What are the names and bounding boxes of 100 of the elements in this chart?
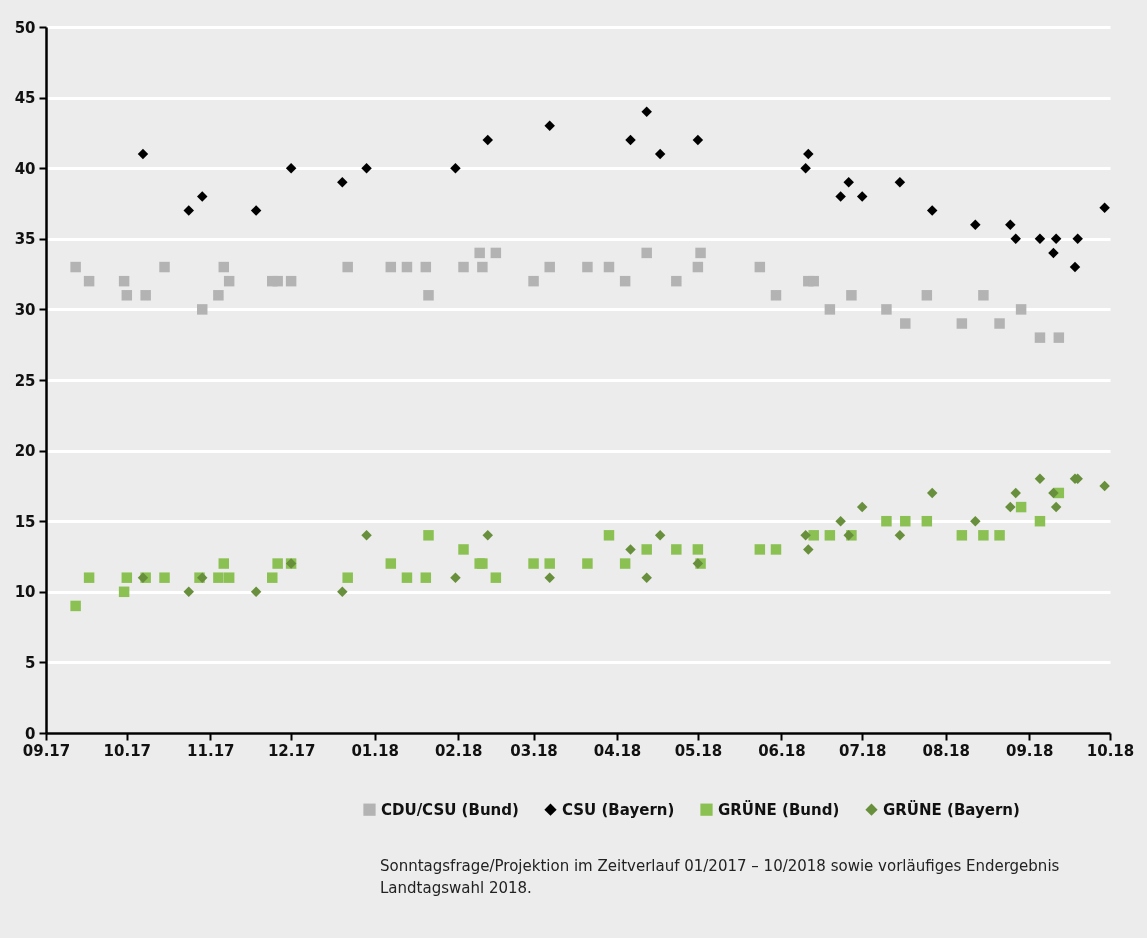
point [641,247,652,259]
point [1034,233,1046,245]
point [894,530,906,541]
legend-label: GRÜNE (Bund) [718,799,840,819]
legend-label: CSU (Bayern) [562,800,675,819]
point [671,275,682,287]
point [544,261,555,273]
point [881,304,892,315]
point [754,544,766,555]
point [956,530,968,541]
point [856,191,868,202]
point [921,290,933,301]
point [223,275,235,287]
point [474,247,485,259]
point [1034,515,1046,527]
point [1015,501,1027,513]
point [272,275,283,287]
point [250,586,262,598]
point [423,530,434,541]
point [213,290,224,301]
point [83,275,95,287]
point [641,544,652,555]
point [970,515,981,527]
point [70,600,81,612]
point [137,148,149,160]
y-tick-label: 0 [25,724,36,743]
point [582,261,593,273]
y-tick-label: 35 [14,230,36,249]
point [978,530,989,541]
point [1069,261,1081,273]
point [692,261,704,273]
text: Sonntagsfrage/Projektion im Zeitverlauf 01/2017 – 10/2018 sowie vorläufiges Endergebnis Landtagswahl 2018. [380,856,1061,899]
point [1010,487,1021,499]
point [978,290,989,301]
point [603,530,615,541]
point [423,290,434,301]
point [970,219,981,230]
point [625,134,636,146]
y-tick-label: 50 [14,18,36,37]
point [824,304,836,315]
point [1099,480,1110,492]
point [926,487,938,499]
point [900,318,911,329]
y-tick-label: 5 [25,653,36,672]
point [692,134,704,146]
point [285,162,297,174]
point [619,275,631,287]
point [692,544,704,555]
y-tick-label: 25 [14,371,36,390]
point [196,304,208,315]
point [800,530,811,541]
point [458,544,469,555]
point [641,106,652,117]
point [385,558,397,569]
point [1034,473,1046,485]
x-tick-label: 11.17 [187,741,235,760]
point [1048,247,1059,259]
point [401,261,413,273]
point [83,572,95,583]
point [196,191,208,202]
x-tick-label: 04.18 [593,741,642,760]
point [272,558,283,569]
point [342,572,353,583]
point [544,558,555,569]
point [337,586,348,598]
point [1099,202,1110,213]
point [754,261,766,273]
point [183,205,195,216]
point [956,318,968,329]
point [654,148,666,160]
point [544,572,555,583]
x-tick-label: 06.18 [758,741,806,760]
point [1015,304,1027,315]
point [458,261,469,273]
point [450,572,461,583]
x-tick-label: 10.17 [103,741,152,760]
point [808,275,819,287]
point [921,515,933,527]
point [1053,332,1065,343]
point [800,162,811,174]
point [482,530,494,541]
point [285,275,297,287]
point [337,177,348,188]
point [900,515,911,527]
y-tick-label: 40 [14,159,36,178]
point [835,191,846,202]
point [1072,233,1083,245]
point [894,177,906,188]
point [1005,219,1016,230]
point [118,586,130,598]
point [528,558,539,569]
x-tick-label: 09.17 [22,741,71,760]
point [401,572,413,583]
point [881,515,892,527]
y-tick-label: 30 [14,300,36,319]
point [482,134,494,146]
point [70,261,81,273]
point [926,205,938,216]
point [1048,487,1059,499]
point [223,572,235,583]
